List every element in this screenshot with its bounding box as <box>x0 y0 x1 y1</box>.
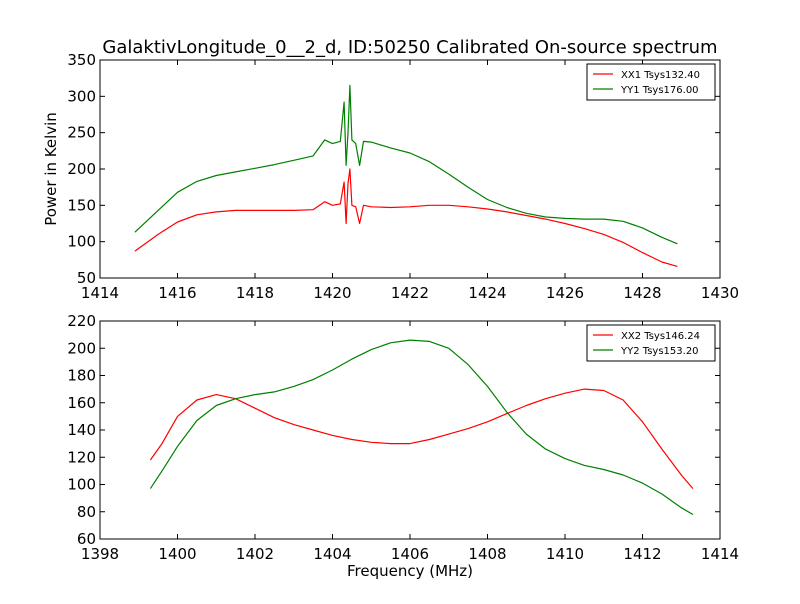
legend-label: XX1 Tsys132.40 <box>621 70 700 81</box>
x-tick-label: 1402 <box>236 545 274 563</box>
y-tick-label: 150 <box>67 196 96 214</box>
x-tick-label: 1398 <box>81 545 119 563</box>
y-tick-label: 80 <box>77 503 96 521</box>
y-tick-label: 100 <box>67 233 96 251</box>
x-axis-label: Frequency (MHz) <box>347 562 473 580</box>
legend-box <box>586 324 716 362</box>
x-tick-label: 1422 <box>391 284 429 302</box>
y-tick-label: 60 <box>77 530 96 548</box>
x-tick-label: 1404 <box>313 545 351 563</box>
plot-panel-1: 1414 1416 1418 1420 1422 1424 1426 1428 1430 50 10… <box>42 51 739 302</box>
legend-box <box>586 63 716 101</box>
y-tick-label: 50 <box>77 269 96 287</box>
y-tick-label: 180 <box>67 367 96 385</box>
x-tick-label: 1412 <box>623 545 661 563</box>
x-tick-label: 1400 <box>158 545 196 563</box>
y-tick-label: 160 <box>67 394 96 412</box>
x-tick-label: 1424 <box>468 284 506 302</box>
y-tick-label: 250 <box>67 124 96 142</box>
y-tick-label: 220 <box>67 312 96 330</box>
x-tick-label: 1406 <box>391 545 429 563</box>
y-tick-label: 200 <box>67 160 96 178</box>
series-line-yy2 <box>149 339 694 516</box>
legend-label: XX2 Tsys146.24 <box>621 331 700 342</box>
y-axis-label: Power in Kelvin <box>42 112 60 226</box>
y-tick-label: 350 <box>67 51 96 69</box>
series-line-xx1 <box>134 168 678 267</box>
x-tick-label: 1428 <box>623 284 661 302</box>
x-tick-label: 1414 <box>701 545 739 563</box>
x-tick-label: 1408 <box>468 545 506 563</box>
series-line-yy1 <box>134 84 678 245</box>
y-tick-label: 140 <box>67 421 96 439</box>
legend: XX1 Tsys132.40 YY1 Tsys176.00 <box>586 63 716 101</box>
legend-label: YY1 Tsys176.00 <box>620 85 699 96</box>
chart-title: GalaktivLongitude_0__2_d, ID:50250 Calib… <box>102 37 717 58</box>
legend: XX2 Tsys146.24 YY2 Tsys153.20 <box>586 324 716 362</box>
plot-panel-2: 1398 1400 1402 1404 1406 1408 1410 1412 1414 60 80… <box>67 312 739 580</box>
y-tick-label: 300 <box>67 87 96 105</box>
x-tick-label: 1418 <box>236 284 274 302</box>
x-tick-label: 1420 <box>313 284 351 302</box>
y-tick-label: 100 <box>67 476 96 494</box>
x-tick-label: 1414 <box>81 284 119 302</box>
series-line-xx2 <box>149 388 694 489</box>
y-tick-label: 200 <box>67 339 96 357</box>
y-tick-label: 120 <box>67 448 96 466</box>
legend-label: YY2 Tsys153.20 <box>620 346 699 357</box>
x-tick-label: 1410 <box>546 545 584 563</box>
x-tick-label: 1430 <box>701 284 739 302</box>
x-tick-label: 1426 <box>546 284 584 302</box>
x-tick-label: 1416 <box>158 284 196 302</box>
